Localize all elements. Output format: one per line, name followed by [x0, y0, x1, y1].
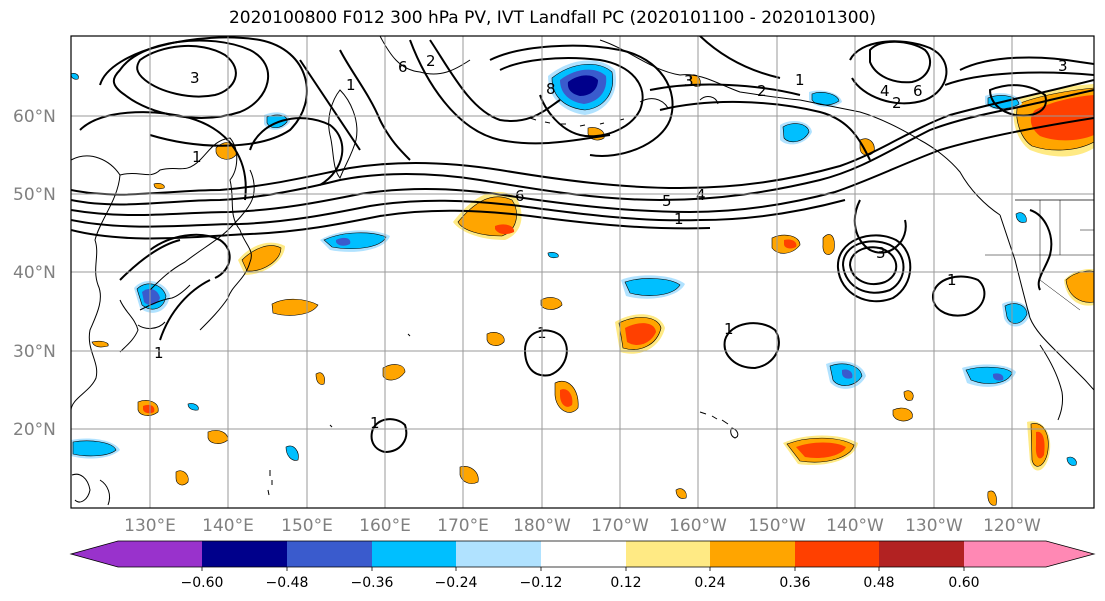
colorbar-extend-min — [71, 541, 118, 567]
colorbar-swatch — [287, 541, 372, 567]
colorbar-tick-label: 0.24 — [694, 575, 725, 591]
colorbar-extend-max — [1046, 541, 1094, 567]
colorbar-tick-label: −0.36 — [351, 575, 394, 591]
contour-label: 4 — [880, 82, 890, 100]
colorbar-tick-label: −0.12 — [520, 575, 563, 591]
contour-label: 3 — [876, 244, 886, 262]
lat-label: 20°N — [13, 420, 56, 440]
colorbar-swatch — [964, 541, 1046, 567]
contour-label: 2 — [892, 94, 902, 112]
pv-contours — [71, 36, 1094, 454]
contour-label: 1 — [154, 344, 164, 362]
contour-label: 6 — [913, 82, 923, 100]
lon-label: 150°E — [281, 516, 333, 536]
lon-label: 130°W — [905, 516, 963, 536]
colorbar-swatch — [710, 541, 795, 567]
colorbar: −0.60 −0.48 −0.36 −0.24 −0.12 0.12 0.24 … — [69, 540, 1096, 591]
lon-label: 160°W — [669, 516, 727, 536]
contour-label: 1 — [192, 148, 202, 166]
contour-label: 1 — [724, 320, 734, 338]
colorbar-swatch — [541, 541, 626, 567]
colorbar-tick-label: −0.48 — [266, 575, 309, 591]
figure-title: 2020100800 F012 300 hPa PV, IVT Landfall… — [228, 8, 876, 28]
contour-label: 8 — [546, 80, 556, 98]
colorbar-swatch — [795, 541, 879, 567]
contour-label: 1 — [795, 71, 805, 89]
contour-label: 1 — [947, 271, 957, 289]
contour-label: 3 — [1058, 57, 1068, 75]
contour-label: 5 — [662, 192, 672, 210]
contour-label: 1 — [370, 414, 380, 432]
colorbar-swatch — [118, 541, 202, 567]
lon-label: 140°W — [826, 516, 884, 536]
contour-label: 3 — [190, 69, 200, 87]
lon-label: 130°E — [124, 516, 176, 536]
colorbar-tick-label: 0.60 — [948, 575, 979, 591]
colorbar-outline — [69, 540, 1096, 568]
colorbar-swatch — [202, 541, 287, 567]
graticule — [71, 36, 1094, 508]
lat-label: 40°N — [13, 263, 56, 283]
lat-axis: 60°N 50°N 40°N 30°N 20°N — [13, 107, 56, 440]
contour-label: 6 — [515, 187, 525, 205]
lon-label: 150°W — [748, 516, 806, 536]
contour-label: 2 — [757, 82, 767, 100]
colorbar-tick-label: 0.48 — [863, 575, 894, 591]
contour-label: 1 — [674, 210, 684, 228]
lon-label: 140°E — [202, 516, 254, 536]
map-frame — [70, 35, 1095, 509]
lon-label: 170°W — [591, 516, 649, 536]
lon-label: 120°W — [983, 516, 1041, 536]
lat-label: 60°N — [13, 107, 56, 127]
colorbar-swatch — [456, 541, 541, 567]
colorbar-tick-label: −0.60 — [181, 575, 224, 591]
lon-label: 170°E — [437, 516, 489, 536]
contour-label: 4 — [696, 186, 706, 204]
colorbar-tick-label: 0.12 — [610, 575, 641, 591]
colorbar-swatch — [372, 541, 456, 567]
lon-axis: 130°E 140°E 150°E 160°E 170°E 180°W 170°… — [124, 516, 1041, 536]
lat-label: 30°N — [13, 342, 56, 362]
lon-label: 180°W — [513, 516, 571, 536]
contour-label: 2 — [426, 52, 436, 70]
lon-label: 160°E — [359, 516, 411, 536]
lat-label: 50°N — [13, 185, 56, 205]
contour-label: 3 — [684, 72, 694, 90]
colorbar-tick-label: 0.36 — [779, 575, 810, 591]
colorbar-swatch — [879, 541, 964, 567]
contour-label: 6 — [398, 58, 408, 76]
colorbar-swatch — [626, 541, 710, 567]
colorbar-tick-label: −0.24 — [435, 575, 478, 591]
contour-label: 1 — [346, 76, 356, 94]
